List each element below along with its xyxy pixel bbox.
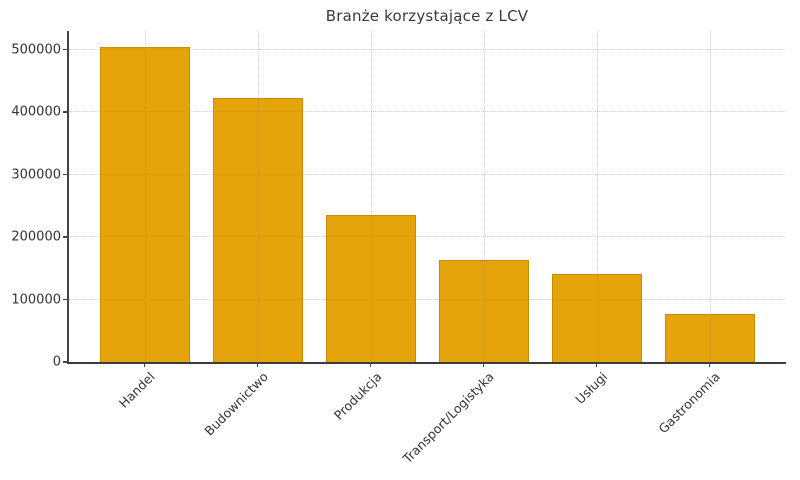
x-tick-mark [143,363,146,367]
y-tick-mark [63,236,67,238]
bar [438,259,529,362]
y-gridline [68,48,786,50]
y-tick-label: 300000 [11,167,61,183]
grid-layer [68,31,786,362]
bar [99,46,190,362]
y-tick-label: 400000 [11,104,61,120]
y-gridline [68,298,786,300]
y-tick-mark [63,48,67,51]
x-tick-label: Usługi [572,369,611,407]
y-gridline [68,111,786,113]
bar [325,215,416,362]
plot-area [67,31,786,364]
y-tick-label: 200000 [11,229,61,245]
bar [664,313,755,362]
y-tick-mark [63,111,67,113]
x-tick-mark [708,363,711,367]
x-tick-label: Transport/Logistyka [400,369,498,466]
y-tick-mark [63,298,67,301]
x-tick-label: Gastronomia [655,369,724,437]
x-tick-mark [482,363,485,367]
x-gridline [483,31,485,362]
x-gridline [709,31,711,362]
x-tick-label: Budownictwo [201,369,272,439]
x-gridline [596,31,598,362]
x-gridline [257,31,259,362]
bars-layer [68,31,786,362]
y-tick-label: 100000 [11,292,61,308]
y-tick-mark [63,361,67,363]
bar [551,273,642,362]
x-gridline [370,31,372,362]
x-axis-line [67,362,786,364]
y-tick-mark [63,173,67,176]
x-tick-label: Handel [116,369,159,411]
y-gridline [68,173,786,175]
x-gridline [144,31,146,362]
x-tick-mark [256,363,259,367]
x-tick-mark [595,363,598,367]
y-tick-label: 500000 [11,42,61,58]
x-tick-label: Produkcja [330,369,385,423]
x-tick-mark [369,363,372,367]
chart-title: Branże korzystające z LCV [325,7,529,25]
y-gridline [68,236,786,238]
y-axis-line [67,31,69,362]
y-tick-label: 0 [52,354,61,370]
bar [212,98,303,362]
